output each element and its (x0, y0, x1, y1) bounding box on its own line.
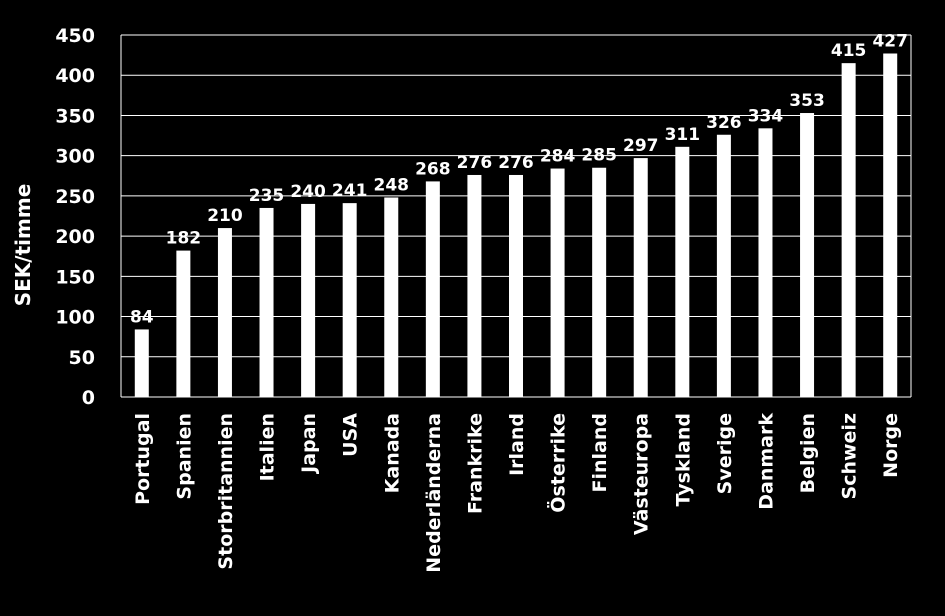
bar (883, 53, 898, 397)
x-tick-label: Japan (298, 413, 320, 475)
x-tick-label: Danmark (755, 413, 777, 510)
data-label: 84 (130, 307, 154, 327)
x-tick-label: Västeuropa (631, 413, 653, 535)
bar (841, 63, 856, 398)
data-label: 285 (581, 146, 617, 166)
x-tick-label: Spanien (173, 413, 195, 500)
y-tick-label: 200 (55, 226, 95, 248)
bar (509, 174, 523, 397)
data-label: 415 (831, 41, 867, 61)
y-tick-label: 50 (69, 347, 95, 369)
bar (384, 197, 399, 397)
data-label: 235 (249, 186, 285, 206)
data-label: 297 (623, 136, 659, 156)
x-tick-label: USA (340, 413, 362, 457)
x-tick-label: Frankrike (464, 413, 486, 514)
data-label: 241 (332, 181, 368, 201)
bar (800, 113, 815, 397)
data-label: 276 (498, 153, 534, 173)
y-tick-label: 450 (55, 25, 95, 47)
y-tick-label: 350 (55, 105, 95, 127)
x-tick-label: Storbritannien (215, 413, 237, 570)
x-tick-labels: Portugal Spanien Storbritannien Italien Japa… (132, 413, 902, 573)
data-label: 268 (415, 159, 451, 179)
y-tick-label: 100 (55, 307, 95, 329)
data-label: 182 (166, 229, 202, 249)
bar (467, 174, 482, 397)
x-tick-label: Kanada (381, 413, 403, 493)
data-label: 353 (789, 91, 825, 111)
x-tick-label: Nederländerna (423, 413, 445, 573)
bar (425, 181, 440, 397)
bar (550, 168, 565, 397)
bar (716, 134, 731, 398)
data-label: 311 (665, 125, 701, 145)
data-label: 326 (706, 113, 742, 133)
data-label: 240 (290, 182, 326, 202)
bar (592, 167, 607, 397)
y-tick-label: 300 (55, 146, 95, 168)
data-label: 334 (748, 106, 784, 126)
y-tick-label: 150 (55, 266, 95, 288)
x-tick-label: Norge (880, 413, 902, 478)
data-label: 284 (540, 147, 576, 167)
bar (633, 158, 648, 397)
x-tick-label: Tyskland (672, 413, 694, 507)
x-tick-label: Belgien (797, 413, 819, 493)
bar (259, 207, 274, 397)
bar (217, 228, 232, 397)
x-tick-label: Österrike (546, 413, 570, 513)
y-tick-label: 400 (55, 65, 95, 87)
bar (301, 203, 316, 397)
y-axis-label: SEK/timme (11, 184, 35, 307)
x-tick-label: Italien (257, 413, 279, 481)
bar (675, 146, 690, 397)
bar (342, 203, 357, 397)
bar (176, 250, 191, 397)
x-tick-label: Finland (589, 413, 611, 492)
y-tick-label: 0 (82, 387, 95, 409)
x-tick-label: Schweiz (839, 413, 861, 499)
data-label: 248 (374, 175, 410, 195)
bar (758, 128, 773, 397)
data-label: 210 (207, 206, 243, 226)
x-tick-label: Sverige (714, 413, 736, 494)
x-tick-label: Irland (506, 413, 528, 476)
data-label: 276 (457, 153, 493, 173)
y-tick-label: 250 (55, 186, 95, 208)
bar (134, 329, 149, 397)
y-tick-labels: 0 50 100 150 200 250 300 350 400 450 (55, 25, 95, 409)
x-tick-label: Portugal (132, 413, 154, 505)
data-label: 427 (872, 32, 908, 52)
bars (134, 53, 898, 398)
